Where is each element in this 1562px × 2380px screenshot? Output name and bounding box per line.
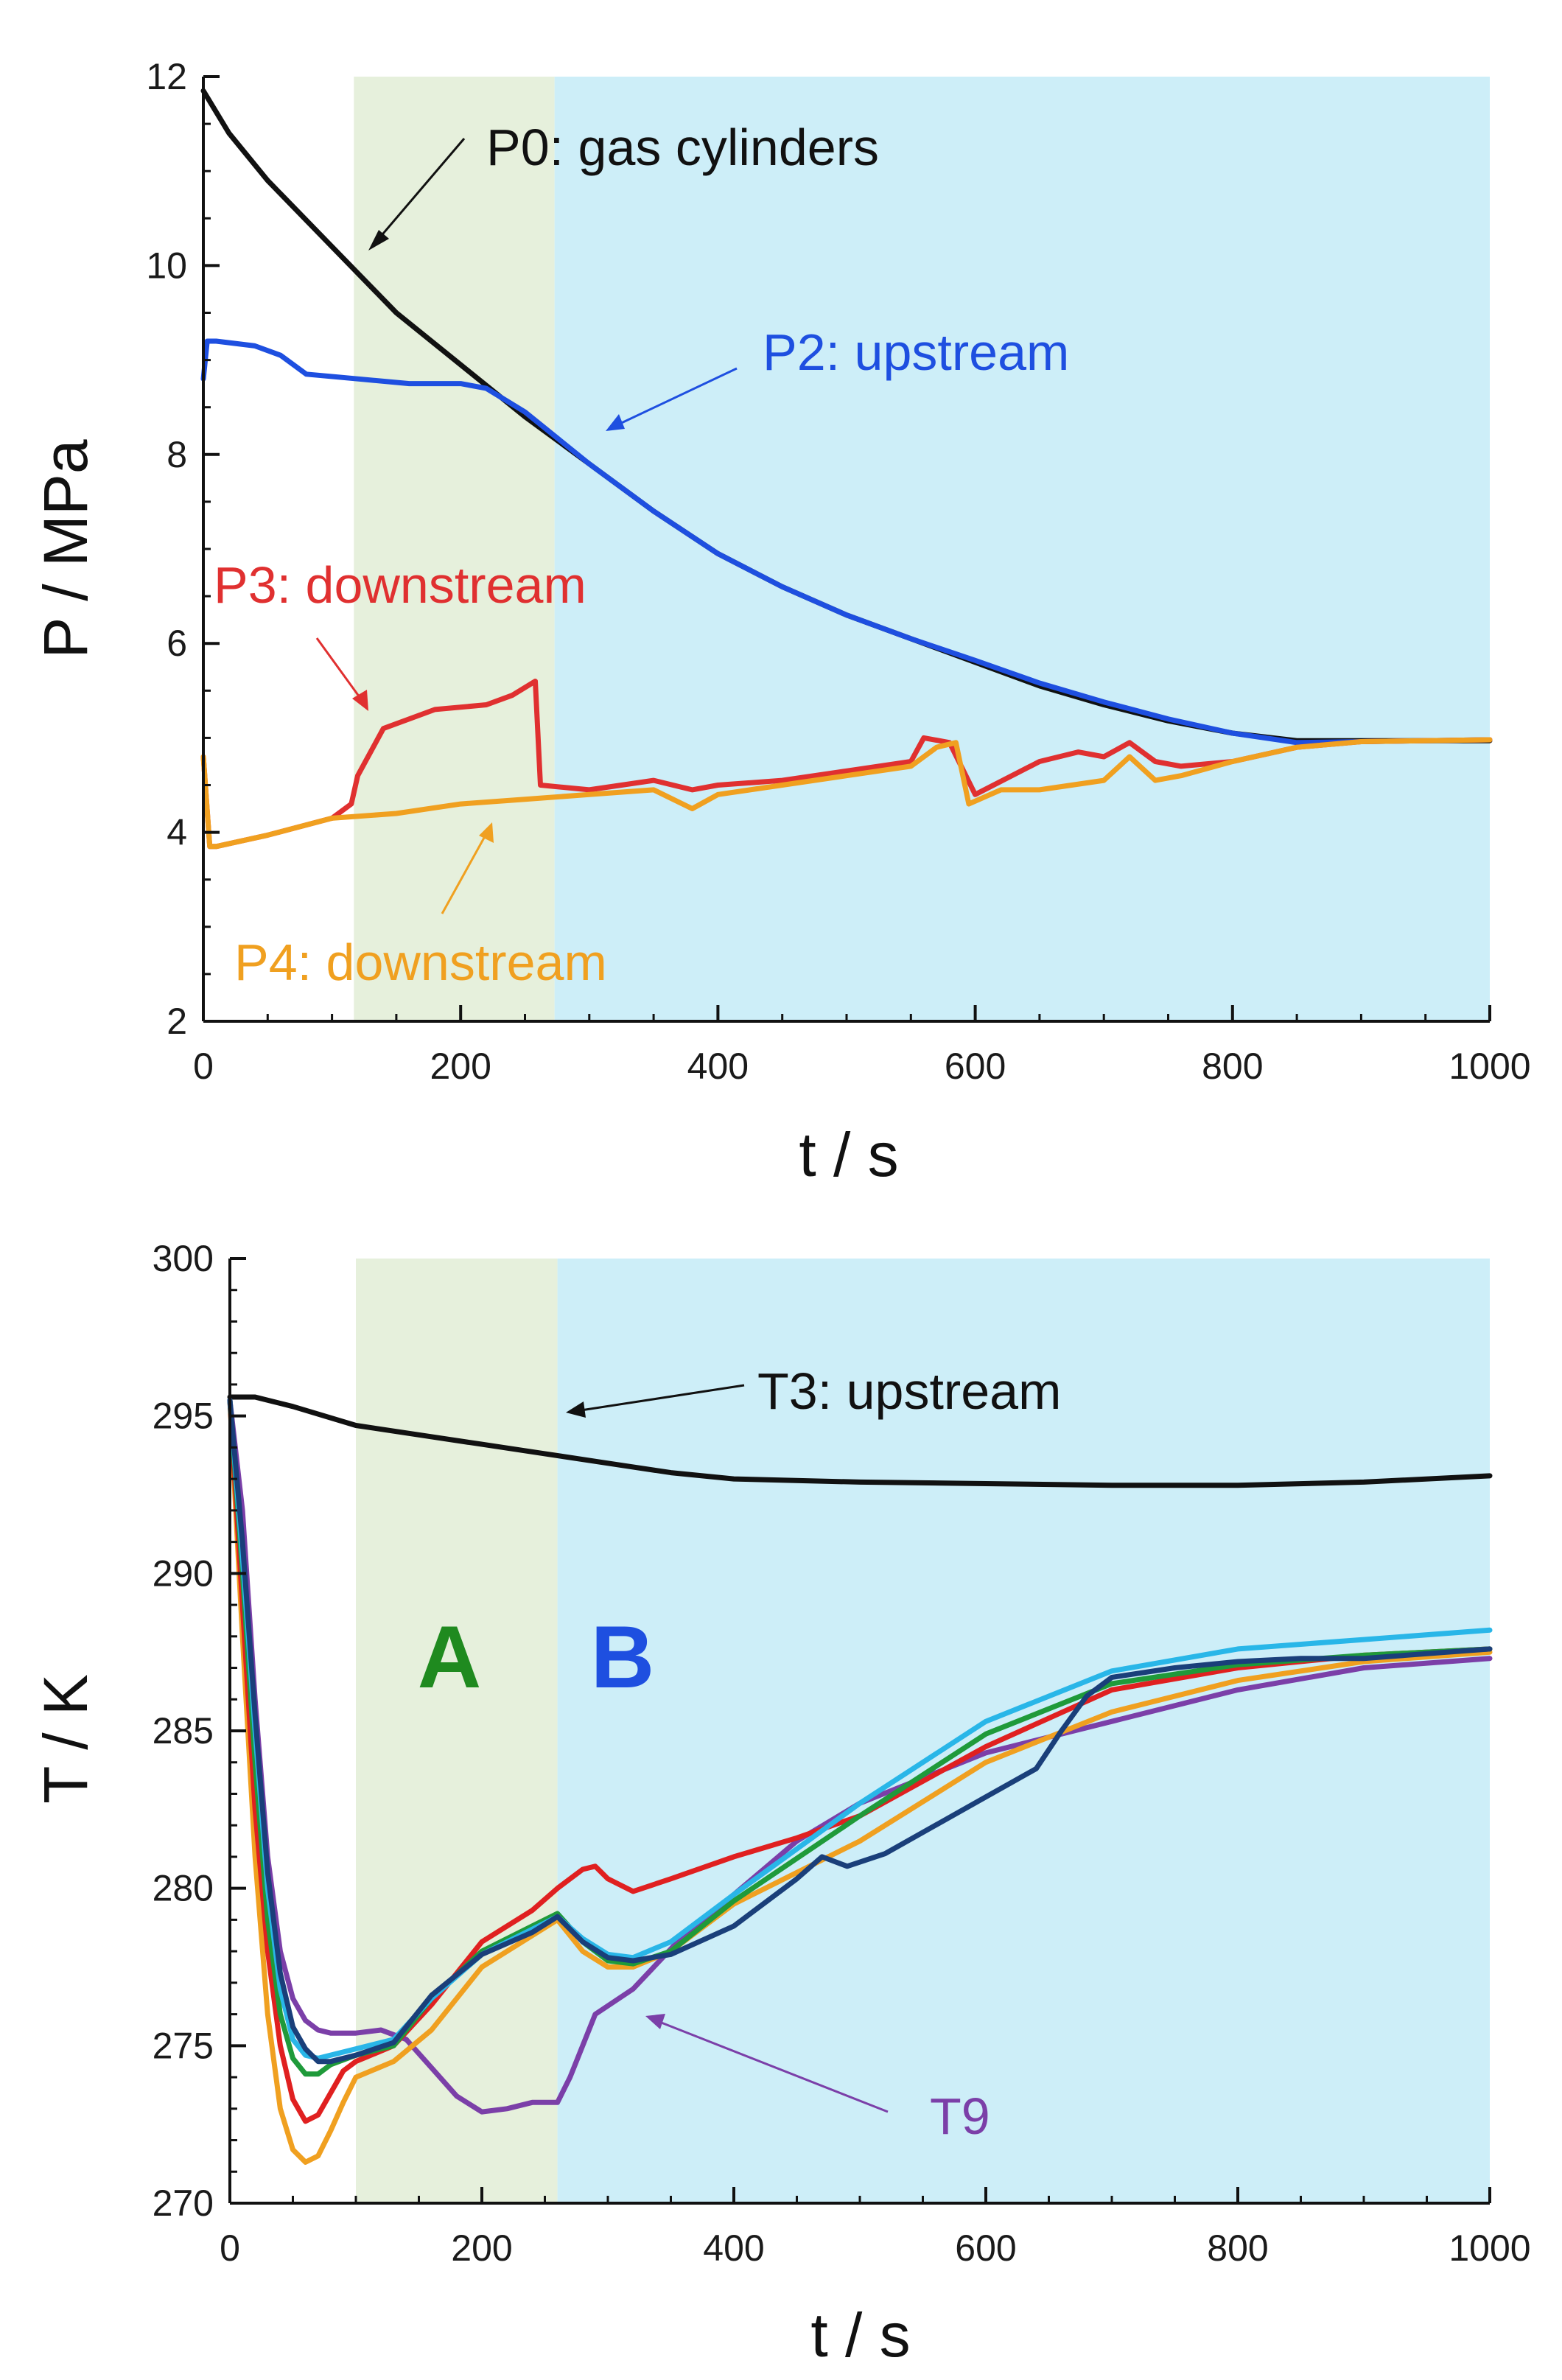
t3-annotation: T3: upstream <box>757 1362 1061 1420</box>
y-tick-label: 290 <box>153 1553 214 1594</box>
temperature-series-line-2 <box>227 1397 1493 2165</box>
pressure-x-axis-label: t / s <box>799 1120 898 1189</box>
temperature-tick-labels: 0 200 400 600 800 1000 270 275 280 285 290 295 300 <box>153 1238 1531 2269</box>
pressure-axes <box>202 75 1491 1023</box>
t9-arrowhead <box>645 2014 665 2029</box>
p0-arrow <box>373 138 466 245</box>
x-tick-label: 400 <box>703 2227 764 2269</box>
p3-arrowhead <box>352 690 368 711</box>
y-tick-label: 6 <box>167 623 187 664</box>
pressure-y-axis-label: P / MPa <box>31 439 100 659</box>
t3-arrowhead <box>566 1401 586 1418</box>
p2-arrowhead <box>606 414 625 431</box>
temperature-series-group <box>227 1394 1493 2165</box>
x-tick-label: 1000 <box>1449 1046 1530 1087</box>
x-tick-label: 800 <box>1207 2227 1268 2269</box>
y-tick-label: 280 <box>153 1868 214 1909</box>
pressure-region-1 <box>554 77 1491 1021</box>
p0-arrowhead <box>368 230 389 251</box>
y-tick-label: 275 <box>153 2025 214 2066</box>
p3-annotation: P3: downstream <box>214 556 586 614</box>
y-tick-label: 8 <box>167 434 187 475</box>
temperature-chart: 0 200 400 600 800 1000 270 275 280 285 290 295 300 t… <box>31 1238 1531 2370</box>
p2-arrow <box>614 367 738 427</box>
t9-annotation: T9 <box>930 2087 990 2145</box>
p4-annotation: P4: downstream <box>234 934 607 991</box>
p0-annotation: P0: gas cylinders <box>486 119 879 176</box>
x-tick-label: 0 <box>220 2227 240 2269</box>
pressure-series-group <box>200 88 1493 850</box>
temperature-series-line-3 <box>227 1397 1493 2124</box>
temperature-series-line-4 <box>227 1397 1493 2077</box>
pressure-tick-labels: 0 200 400 600 800 1000 2 4 6 8 10 12 <box>146 56 1530 1087</box>
temperature-axes <box>228 1257 1491 2205</box>
x-tick-label: 0 <box>193 1046 214 1087</box>
x-tick-label: 200 <box>451 2227 512 2269</box>
zone-b-label: B <box>591 1608 655 1707</box>
y-tick-label: 4 <box>167 812 187 853</box>
x-tick-label: 600 <box>955 2227 1016 2269</box>
y-tick-label: 12 <box>146 56 187 97</box>
temperature-x-axis-label: t / s <box>810 2300 910 2370</box>
y-tick-label: 285 <box>153 1710 214 1751</box>
t9-arrow <box>655 2019 889 2113</box>
zone-a-label: A <box>418 1608 482 1707</box>
pressure-shaded-regions <box>354 77 1491 1021</box>
p4-arrow <box>441 830 489 914</box>
temperature-y-axis-label: T / K <box>31 1674 100 1804</box>
y-tick-label: 295 <box>153 1396 214 1437</box>
x-tick-label: 600 <box>945 1046 1006 1087</box>
x-tick-label: 200 <box>430 1046 491 1087</box>
pressure-series-line-1 <box>200 338 1493 746</box>
x-tick-label: 1000 <box>1449 2227 1530 2269</box>
t3-arrow <box>575 1384 745 1413</box>
temperature-region-0 <box>356 1259 558 2203</box>
y-tick-label: 2 <box>167 1001 187 1042</box>
x-tick-label: 400 <box>687 1046 749 1087</box>
y-tick-label: 10 <box>146 245 187 286</box>
p4-arrowhead <box>479 822 494 843</box>
p3-arrow <box>315 637 365 703</box>
temperature-series-line-0 <box>227 1394 1493 1488</box>
pressure-series-line-2 <box>200 679 1493 850</box>
temperature-series-line-6 <box>227 1397 1493 2065</box>
pressure-region-0 <box>354 77 555 1021</box>
p2-annotation: P2: upstream <box>763 323 1069 381</box>
y-tick-label: 270 <box>153 2183 214 2224</box>
pressure-series-line-3 <box>200 737 1493 850</box>
x-tick-label: 800 <box>1202 1046 1263 1087</box>
y-tick-label: 300 <box>153 1238 214 1279</box>
